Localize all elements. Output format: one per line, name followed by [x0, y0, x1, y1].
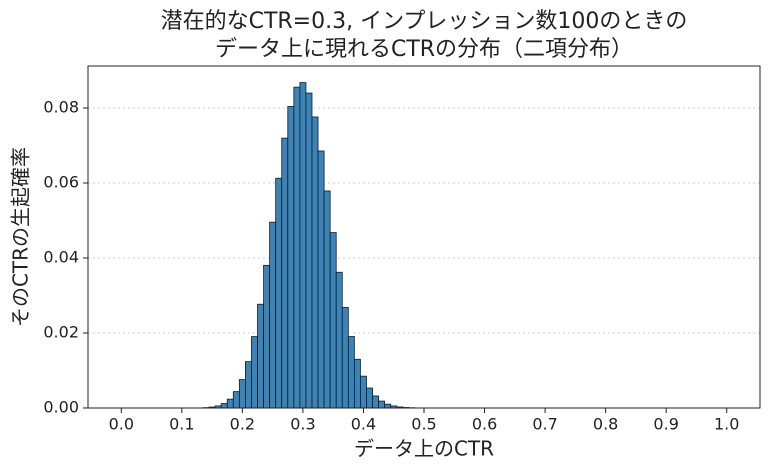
bar [385, 404, 391, 408]
bar [288, 106, 294, 408]
bar [227, 399, 233, 408]
plot-frame [88, 66, 760, 408]
bar [342, 307, 348, 408]
bar [306, 93, 312, 408]
bar [245, 362, 251, 408]
bar [300, 83, 306, 408]
bar [373, 396, 379, 408]
x-tick-label: 0.0 [109, 415, 134, 434]
bar [324, 191, 330, 408]
x-tick-label: 0.8 [593, 415, 618, 434]
x-tick-label: 0.6 [472, 415, 497, 434]
bar [282, 138, 288, 408]
y-tick-label: 0.06 [43, 173, 79, 192]
chart-title: データ上に現れるCTRの分布（二項分布） [215, 37, 633, 62]
x-tick-label: 0.5 [411, 415, 436, 434]
y-tick-label: 0.08 [43, 98, 79, 117]
y-tick-label: 0.00 [43, 398, 79, 417]
x-tick-label: 0.2 [230, 415, 255, 434]
x-tick-label: 1.0 [714, 415, 739, 434]
chart-title: 潜在的なCTR=0.3, インプレッション数100のときの [161, 9, 688, 34]
x-tick-label: 0.9 [653, 415, 678, 434]
bar [348, 336, 354, 408]
bar [251, 337, 257, 408]
bar [221, 404, 227, 408]
bar [366, 388, 372, 408]
bar [336, 272, 342, 408]
x-tick-label: 0.3 [290, 415, 315, 434]
bar [360, 376, 366, 408]
x-tick-label: 0.4 [351, 415, 376, 434]
bar [312, 117, 318, 408]
y-tick-label: 0.02 [43, 323, 79, 342]
y-axis-label: そのCTRの生起確率 [9, 147, 33, 327]
bar [354, 359, 360, 408]
x-axis-label: データ上のCTR [354, 437, 494, 461]
bar [258, 304, 264, 408]
bar [264, 265, 270, 408]
y-tick-label: 0.04 [43, 248, 79, 267]
bar [270, 222, 276, 408]
bar [233, 392, 239, 408]
bar [276, 178, 282, 408]
bar [330, 233, 336, 408]
x-tick-label: 0.1 [169, 415, 194, 434]
bar [379, 401, 385, 408]
bar [294, 87, 300, 408]
bar [318, 151, 324, 408]
x-tick-label: 0.7 [532, 415, 557, 434]
bar [239, 380, 245, 408]
